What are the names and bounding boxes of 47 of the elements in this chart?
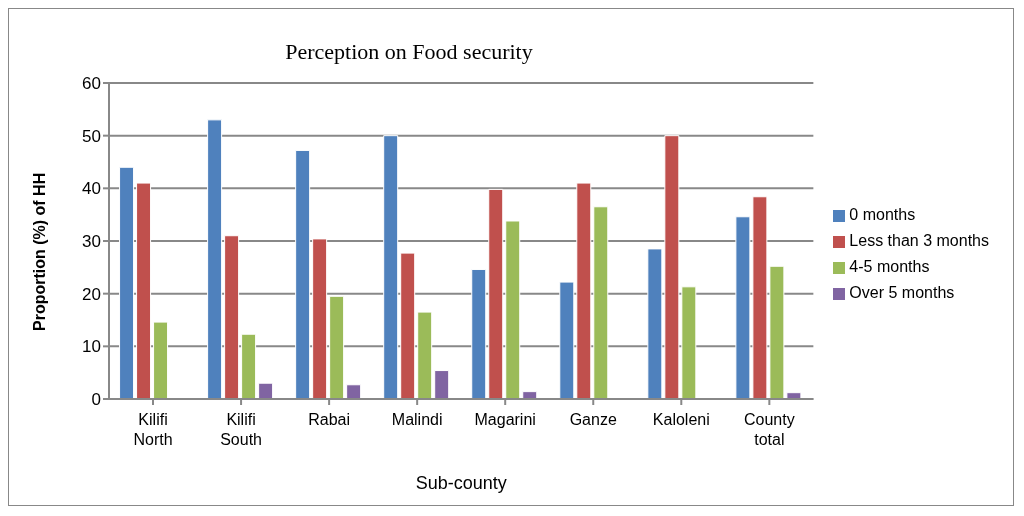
- chart-title: Perception on Food security: [284, 39, 534, 65]
- bar: [153, 321, 169, 399]
- x-tick-label: Ganze: [569, 411, 617, 428]
- bar: [295, 149, 311, 399]
- bar: [207, 119, 223, 399]
- bar: [488, 188, 504, 399]
- bar: [119, 166, 135, 399]
- bar: [346, 384, 362, 399]
- x-tick-label: Rabai: [308, 411, 351, 428]
- bar: [258, 382, 274, 399]
- x-axis-title: Sub-county: [415, 473, 507, 493]
- bar: [312, 238, 328, 399]
- x-tick-label: Magarini: [474, 411, 536, 428]
- y-tick-label: 60: [82, 74, 101, 94]
- legend-label: Less than 3 months: [849, 232, 989, 249]
- x-tick-label: Malindi: [391, 411, 443, 428]
- legend-label: 0 months: [849, 206, 916, 223]
- x-tick-label: Kaloleni: [652, 411, 710, 428]
- bar: [593, 206, 609, 399]
- bar: [434, 370, 450, 399]
- bar: [136, 182, 152, 399]
- bar: [224, 235, 240, 399]
- bar: [559, 281, 575, 399]
- bar: [505, 220, 521, 399]
- legend-label: Over 5 months: [849, 284, 955, 301]
- x-tick-label: Kilifi North: [133, 411, 173, 448]
- bar: [329, 295, 345, 399]
- y-tick-label: 20: [82, 284, 101, 304]
- bar: [471, 268, 487, 399]
- y-axis-title: Proportion (%) of HH: [30, 172, 48, 331]
- y-tick-label: 40: [82, 179, 101, 199]
- y-tick-label: 0: [91, 390, 101, 410]
- x-tick-label: County total: [743, 411, 795, 448]
- legend-label: 4-5 months: [849, 258, 930, 275]
- bar: [383, 135, 399, 399]
- bar: [576, 182, 592, 399]
- bar: [522, 391, 538, 399]
- bar: [241, 333, 257, 399]
- y-tick-label: 50: [82, 126, 101, 146]
- x-tick-label: Kilifi South: [220, 411, 262, 448]
- bar: [400, 252, 416, 399]
- bar: [664, 135, 680, 399]
- y-tick-label: 30: [82, 232, 101, 252]
- y-tick-label: 10: [82, 337, 101, 357]
- bar: [647, 248, 663, 399]
- bar: [417, 311, 433, 399]
- bar: [681, 286, 697, 399]
